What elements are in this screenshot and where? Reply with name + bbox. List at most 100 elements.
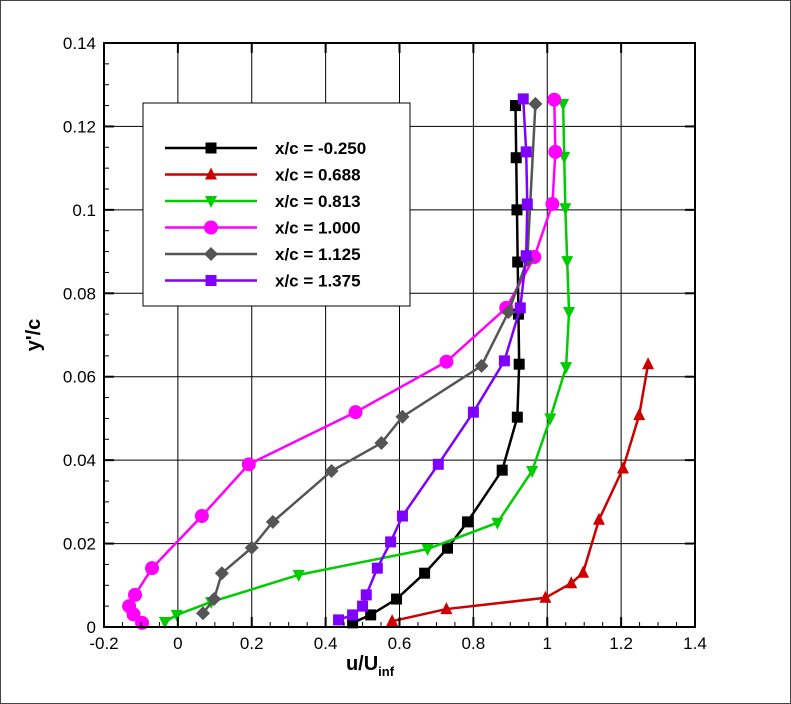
data-point-triangle <box>616 461 629 474</box>
data-point-triangle <box>526 465 539 478</box>
data-point-circle <box>194 509 209 524</box>
x-tick-label: 0.8 <box>462 634 486 653</box>
data-point-square <box>520 250 532 262</box>
legend-item: x/c = 1.125 <box>165 245 361 264</box>
x-tick-label: 0.6 <box>388 634 412 653</box>
data-point-diamond <box>324 463 339 478</box>
x-tick-label: 1 <box>543 634 552 653</box>
data-point-triangle <box>440 602 453 615</box>
data-point-square <box>509 100 521 112</box>
data-point-square <box>442 542 454 554</box>
series-group <box>122 92 563 630</box>
legend-label: x/c = 0.813 <box>275 192 361 211</box>
data-point-diamond <box>474 358 489 373</box>
data-point-square <box>333 614 345 626</box>
data-point-triangle <box>170 609 183 622</box>
data-point-circle <box>547 92 562 107</box>
series-line <box>164 103 571 624</box>
data-point-triangle <box>491 517 504 530</box>
data-point-triangle <box>158 616 171 629</box>
series-group <box>195 96 543 621</box>
data-point-square <box>347 609 359 621</box>
data-point-square <box>496 464 508 476</box>
data-point-triangle <box>421 543 434 556</box>
legend-item: x/c = 1.375 <box>165 272 361 291</box>
data-point-square <box>357 600 369 612</box>
legend-box <box>142 102 411 307</box>
data-point-circle <box>548 144 563 159</box>
legend: x/c = -0.250 x/c = 0.688 x/c = 0.813 x/c = … <box>142 102 411 307</box>
y-tick-label: 0.1 <box>72 201 96 220</box>
data-point-square <box>360 589 372 601</box>
data-point-square <box>510 152 522 164</box>
legend-label: x/c = 1.000 <box>275 219 361 238</box>
data-point-diamond <box>195 606 210 621</box>
data-point-triangle <box>205 196 217 208</box>
data-point-square <box>205 142 217 154</box>
data-point-square <box>513 358 525 370</box>
data-point-circle <box>122 599 137 614</box>
series-group <box>347 100 525 629</box>
data-point-triangle <box>560 362 573 375</box>
data-point-circle <box>439 354 454 369</box>
y-axis-label: y'/c <box>23 319 45 352</box>
data-point-circle <box>128 587 143 602</box>
legend-item: x/c = -0.250 <box>165 139 366 158</box>
data-point-triangle <box>561 256 574 269</box>
data-point-square <box>391 593 403 605</box>
x-tick-label: 0 <box>173 634 182 653</box>
data-point-square <box>511 204 523 216</box>
y-tick-label: 0.06 <box>63 368 96 387</box>
data-point-diamond <box>528 96 543 111</box>
data-point-square <box>512 256 524 268</box>
y-tick-label: 0.02 <box>63 535 96 554</box>
data-point-diamond <box>395 409 410 424</box>
x-tick-label: 0.2 <box>240 634 264 653</box>
data-point-diamond <box>207 592 222 607</box>
data-point-square <box>419 567 431 579</box>
x-tick-label: 0.4 <box>314 634 338 653</box>
plot-border <box>103 42 696 628</box>
series-group <box>386 357 655 627</box>
data-point-diamond <box>204 247 218 261</box>
data-point-square <box>467 406 479 418</box>
data-point-diamond <box>214 566 229 581</box>
data-point-diamond <box>501 305 516 320</box>
x-tick-label: 1.2 <box>609 634 633 653</box>
data-point-square <box>517 93 529 105</box>
data-point-triangle <box>205 167 217 180</box>
data-point-square <box>514 302 526 314</box>
data-point-triangle <box>539 590 552 603</box>
data-point-triangle <box>577 565 590 578</box>
data-point-triangle <box>563 307 576 320</box>
data-point-square <box>432 458 444 470</box>
y-tick-label: 0.12 <box>63 117 96 136</box>
data-point-circle <box>145 561 160 576</box>
data-point-square <box>205 275 217 286</box>
y-tick-label: 0.14 <box>63 34 96 53</box>
x-tick-label: -0.2 <box>89 634 118 653</box>
data-point-square <box>365 609 377 621</box>
data-point-square <box>498 355 510 367</box>
legend-item: x/c = 0.688 <box>165 166 361 185</box>
data-point-square <box>511 411 523 423</box>
series-layer <box>122 92 655 630</box>
legend-label: x/c = 0.688 <box>275 166 361 185</box>
x-axis-label-sub: inf <box>378 664 395 679</box>
x-axis-label: u/Uinf <box>346 653 395 679</box>
x-tick-label: 1.4 <box>683 634 707 653</box>
y-tick-label: 0.08 <box>63 284 96 303</box>
legend-label: x/c = -0.250 <box>275 139 366 158</box>
legend-item: x/c = 1.000 <box>165 219 361 238</box>
data-point-circle <box>204 220 218 235</box>
data-point-diamond <box>244 540 259 555</box>
data-point-triangle <box>292 569 305 582</box>
series-group <box>333 93 533 626</box>
series-line <box>391 363 650 623</box>
data-point-triangle <box>642 357 655 370</box>
data-point-circle <box>241 457 256 472</box>
y-tick-label: 0 <box>87 618 96 637</box>
data-point-diamond <box>374 436 389 451</box>
data-point-triangle <box>386 614 399 627</box>
